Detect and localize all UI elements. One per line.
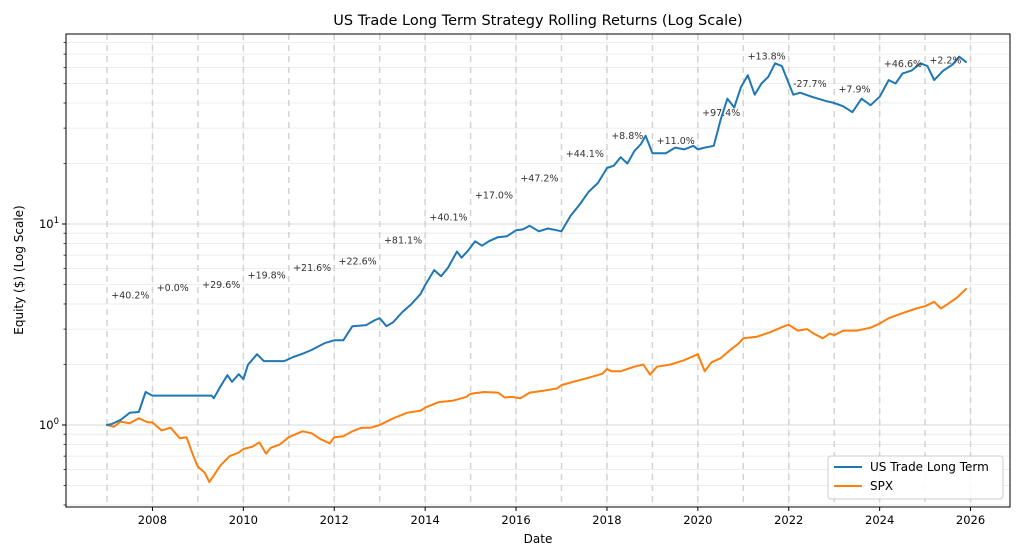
- annual-return-label: +97.4%: [702, 108, 740, 119]
- year-boundary-lines: [106, 34, 972, 507]
- x-tick-label: 2018: [592, 513, 621, 527]
- x-tick-label: 2008: [138, 513, 167, 527]
- y-tick-label: 101: [39, 216, 59, 231]
- annual-return-label: +47.2%: [520, 173, 558, 184]
- annual-return-label: +22.6%: [339, 256, 377, 267]
- y-axis: 100 101: [39, 42, 66, 506]
- annual-return-label: +8.8%: [611, 131, 643, 142]
- x-axis-label: Date: [524, 532, 553, 546]
- x-tick-label: 2024: [865, 513, 894, 527]
- annual-return-label: +21.6%: [293, 263, 331, 274]
- annual-return-label: +17.0%: [475, 190, 513, 201]
- annual-return-label: +2.2%: [929, 55, 961, 66]
- annual-return-label: +11.0%: [657, 136, 695, 147]
- y-axis-label: Equity ($) (Log Scale): [12, 205, 26, 334]
- y-tick-label: 100: [39, 417, 59, 432]
- x-tick-label: 2020: [683, 513, 712, 527]
- annual-return-label: +7.9%: [838, 85, 870, 96]
- chart-title: US Trade Long Term Strategy Rolling Retu…: [333, 13, 742, 29]
- annual-return-label: +40.2%: [111, 291, 149, 302]
- legend-label-spx: SPX: [870, 479, 893, 493]
- annual-return-label: +81.1%: [384, 235, 422, 246]
- grid: [66, 34, 1010, 507]
- annotation-layer: +40.2% +0.0% +29.6% +19.8% +21.6% +22.6% +81.1…: [111, 51, 961, 301]
- x-tick-label: 2016: [501, 513, 530, 527]
- legend-label-us-trade-long-term: US Trade Long Term: [870, 460, 989, 474]
- annual-return-label: +44.1%: [566, 149, 604, 160]
- x-axis: 2008 2010 2012 2014 2016 2018 2020 2022 2024 2026: [138, 507, 985, 527]
- annual-return-label: +19.8%: [248, 271, 286, 282]
- annual-return-label: +40.1%: [429, 213, 467, 224]
- x-tick-label: 2010: [229, 513, 258, 527]
- annual-return-label: +13.8%: [748, 51, 786, 62]
- plot-frame: [65, 33, 1011, 508]
- legend: US Trade Long Term SPX: [827, 455, 1004, 500]
- series-line-spx: [106, 288, 967, 484]
- x-tick-label: 2012: [320, 513, 349, 527]
- annual-return-label: +46.6%: [884, 59, 922, 70]
- series-layer: [106, 55, 967, 484]
- x-tick-label: 2014: [411, 513, 440, 527]
- x-tick-label: 2022: [774, 513, 803, 527]
- annual-return-label: -27.7%: [793, 79, 827, 90]
- x-tick-label: 2026: [956, 513, 985, 527]
- series-line-us-trade-long-term: [106, 55, 967, 426]
- annual-return-label: +0.0%: [157, 283, 189, 294]
- legend-box: [827, 455, 1004, 500]
- annual-return-label: +29.6%: [202, 280, 240, 291]
